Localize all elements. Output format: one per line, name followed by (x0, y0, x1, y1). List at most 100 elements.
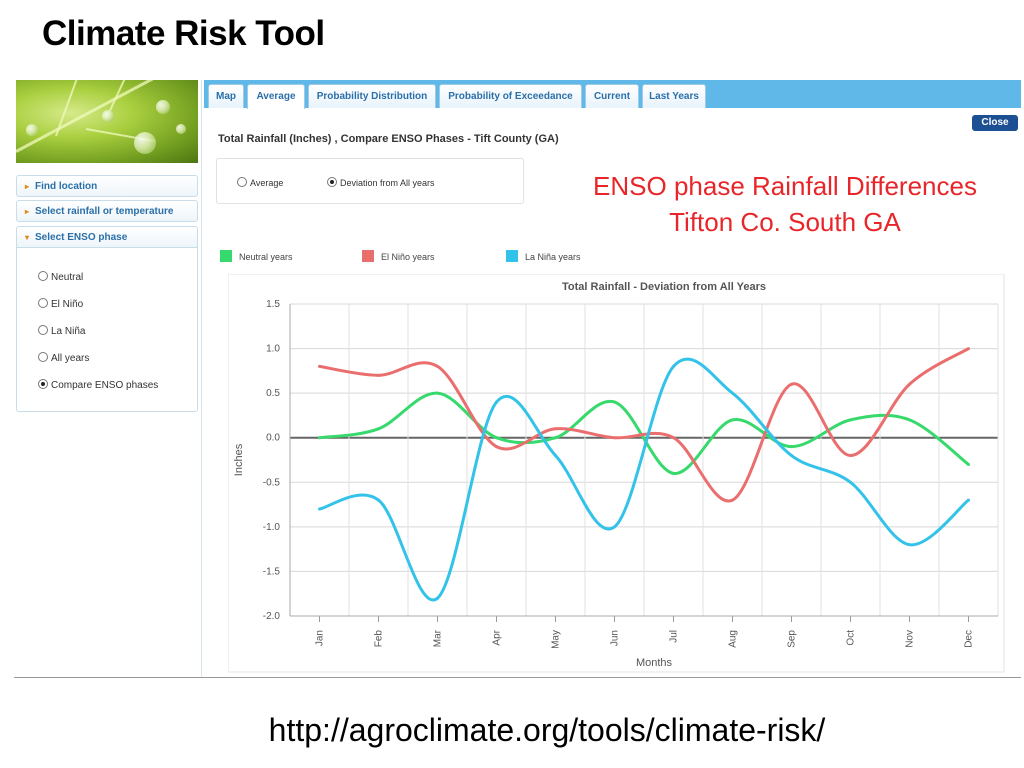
radio-icon[interactable] (38, 352, 48, 362)
data-point-neutral-years (731, 418, 734, 422)
data-point-la-ni-a-years (554, 454, 557, 458)
data-point-la-ni-a-years (436, 596, 439, 600)
radio-icon[interactable] (38, 298, 48, 308)
legend-item-neutral[interactable]: Neutral years (220, 250, 293, 262)
enso-option-la-nina[interactable]: La Niña (38, 325, 85, 337)
y-tick-label: 1.5 (266, 299, 280, 310)
data-point-neutral-years (967, 462, 970, 466)
chevron-down-icon: ▾ (25, 233, 30, 242)
data-point-el-ni-o-years (731, 498, 734, 502)
chart-heading: Total Rainfall (Inches) , Compare ENSO P… (218, 133, 559, 145)
tab-probability-exceedance[interactable]: Probability of Exceedance (439, 84, 582, 108)
data-point-la-ni-a-years (495, 400, 498, 404)
overlay-title: ENSO phase Rainfall Differences Tifton C… (530, 168, 1024, 240)
sidebar-item-select-rainfall[interactable]: ▸ Select rainfall or temperature (16, 200, 198, 222)
tab-probability-distribution[interactable]: Probability Distribution (308, 84, 436, 108)
tab-current[interactable]: Current (585, 84, 639, 108)
x-tick-label: Apr (492, 629, 503, 645)
x-tick-label: May (551, 630, 562, 649)
data-point-neutral-years (436, 391, 439, 395)
x-tick-label: Dec (964, 630, 975, 648)
data-point-el-ni-o-years (790, 382, 793, 386)
data-point-la-ni-a-years (967, 498, 970, 502)
x-tick-label: Jan (315, 630, 326, 646)
legend-swatch (362, 250, 374, 262)
sidebar-item-find-location[interactable]: ▸ Find location (16, 175, 198, 197)
enso-option-neutral[interactable]: Neutral (38, 271, 83, 283)
tab-bar: Map Average Probability Distribution Pro… (204, 80, 1021, 109)
rainfall-deviation-chart: Total Rainfall - Deviation from All Year… (228, 274, 1005, 673)
data-point-la-ni-a-years (613, 525, 616, 529)
y-tick-label: 1.0 (266, 344, 280, 355)
x-tick-label: Nov (905, 630, 916, 648)
data-point-el-ni-o-years (377, 373, 380, 377)
x-tick-label: Aug (728, 630, 739, 648)
y-tick-label: -2.0 (263, 611, 281, 622)
y-tick-label: 0.5 (266, 388, 280, 399)
sidebar-item-select-enso[interactable]: ▾ Select ENSO phase (16, 226, 198, 248)
radio-icon[interactable] (237, 177, 247, 187)
data-point-la-ni-a-years (731, 391, 734, 395)
enso-option-compare[interactable]: Compare ENSO phases (38, 379, 158, 391)
left-panel: ▸ Find location ▸ Select rainfall or tempe… (14, 80, 202, 677)
x-tick-label: Feb (374, 630, 385, 648)
legend-item-el-nino[interactable]: El Niño years (362, 250, 435, 262)
data-point-neutral-years (790, 445, 793, 449)
sidebar-item-label: Select rainfall or temperature (35, 206, 174, 217)
data-point-la-ni-a-years (672, 364, 675, 368)
chevron-right-icon: ▸ (25, 207, 30, 216)
x-tick-label: Jul (669, 630, 680, 643)
data-point-la-ni-a-years (790, 454, 793, 458)
data-point-el-ni-o-years (613, 436, 616, 440)
data-point-neutral-years (554, 436, 557, 440)
y-tick-label: -0.5 (263, 477, 281, 488)
sidebar-item-label: Select ENSO phase (35, 232, 128, 243)
y-tick-label: 0.0 (266, 433, 280, 444)
sidebar-item-label: Find location (35, 181, 98, 192)
y-tick-label: -1.5 (263, 566, 281, 577)
chevron-right-icon: ▸ (25, 182, 30, 191)
data-point-neutral-years (495, 436, 498, 440)
enso-options-panel (16, 248, 198, 412)
overlay-title-line-2: Tifton Co. South GA (669, 207, 901, 237)
enso-option-el-nino[interactable]: El Niño (38, 298, 83, 310)
enso-option-all-years[interactable]: All years (38, 352, 89, 364)
data-point-el-ni-o-years (495, 445, 498, 449)
legend-swatch (506, 250, 518, 262)
data-point-el-ni-o-years (436, 364, 439, 368)
y-tick-label: -1.0 (263, 522, 281, 533)
data-point-neutral-years (849, 418, 852, 422)
data-point-neutral-years (318, 436, 321, 440)
footer-url[interactable]: http://agroclimate.org/tools/climate-ris… (268, 712, 826, 748)
close-button[interactable]: Close (972, 115, 1018, 131)
x-tick-label: Mar (433, 629, 444, 647)
data-point-neutral-years (377, 427, 380, 431)
x-tick-label: Oct (846, 630, 857, 646)
x-tick-label: Sep (787, 630, 798, 648)
mode-option-average[interactable]: Average (237, 177, 283, 188)
data-point-el-ni-o-years (672, 436, 675, 440)
tab-average[interactable]: Average (247, 84, 305, 109)
data-point-neutral-years (908, 418, 911, 422)
y-axis-label: Inches (233, 443, 245, 476)
data-point-neutral-years (613, 400, 616, 404)
main-panel: Map Average Probability Distribution Pro… (204, 80, 1021, 677)
radio-icon[interactable] (38, 271, 48, 281)
overlay-title-line-1: ENSO phase Rainfall Differences (593, 171, 977, 201)
data-point-el-ni-o-years (318, 364, 321, 368)
data-point-neutral-years (672, 471, 675, 475)
tab-map[interactable]: Map (208, 84, 244, 108)
radio-checked-icon[interactable] (38, 379, 48, 389)
data-point-el-ni-o-years (554, 427, 557, 431)
legend-item-la-nina[interactable]: La Niña years (506, 250, 581, 262)
tab-last-years[interactable]: Last Years (642, 84, 706, 108)
leaf-photo (16, 80, 198, 163)
data-point-el-ni-o-years (849, 454, 852, 458)
data-point-el-ni-o-years (908, 382, 911, 386)
display-mode-selector: Average Deviation from All years (216, 158, 524, 204)
data-point-la-ni-a-years (849, 480, 852, 484)
radio-checked-icon[interactable] (327, 177, 337, 187)
x-axis-label: Months (636, 657, 673, 669)
radio-icon[interactable] (38, 325, 48, 335)
mode-option-deviation[interactable]: Deviation from All years (327, 177, 435, 188)
